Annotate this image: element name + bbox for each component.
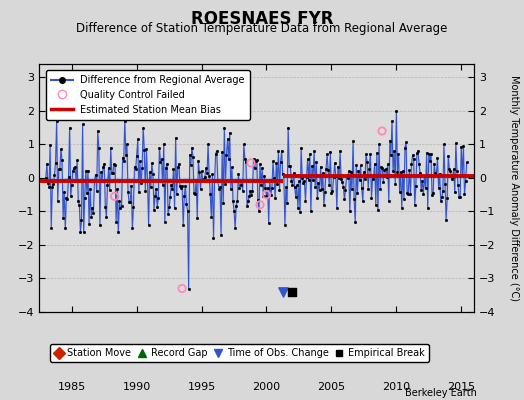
Text: 2000: 2000 bbox=[253, 382, 280, 392]
Point bbox=[111, 193, 119, 200]
Text: 1990: 1990 bbox=[123, 382, 151, 392]
Point bbox=[378, 128, 386, 134]
Text: 1995: 1995 bbox=[188, 382, 216, 392]
Point bbox=[288, 289, 297, 295]
Text: Berkeley Earth: Berkeley Earth bbox=[405, 388, 477, 398]
Y-axis label: Monthly Temperature Anomaly Difference (°C): Monthly Temperature Anomaly Difference (… bbox=[509, 75, 519, 301]
Legend: Station Move, Record Gap, Time of Obs. Change, Empirical Break: Station Move, Record Gap, Time of Obs. C… bbox=[50, 344, 429, 362]
Text: 2010: 2010 bbox=[383, 382, 410, 392]
Point bbox=[279, 289, 287, 295]
Point bbox=[178, 285, 187, 292]
Text: 1985: 1985 bbox=[58, 382, 86, 392]
Text: Difference of Station Temperature Data from Regional Average: Difference of Station Temperature Data f… bbox=[77, 22, 447, 35]
Point bbox=[256, 202, 264, 208]
Text: ROESNAES FYR: ROESNAES FYR bbox=[191, 10, 333, 28]
Text: 2005: 2005 bbox=[318, 382, 345, 392]
Point bbox=[247, 160, 255, 166]
Point bbox=[263, 192, 271, 198]
Text: 2015: 2015 bbox=[447, 382, 475, 392]
